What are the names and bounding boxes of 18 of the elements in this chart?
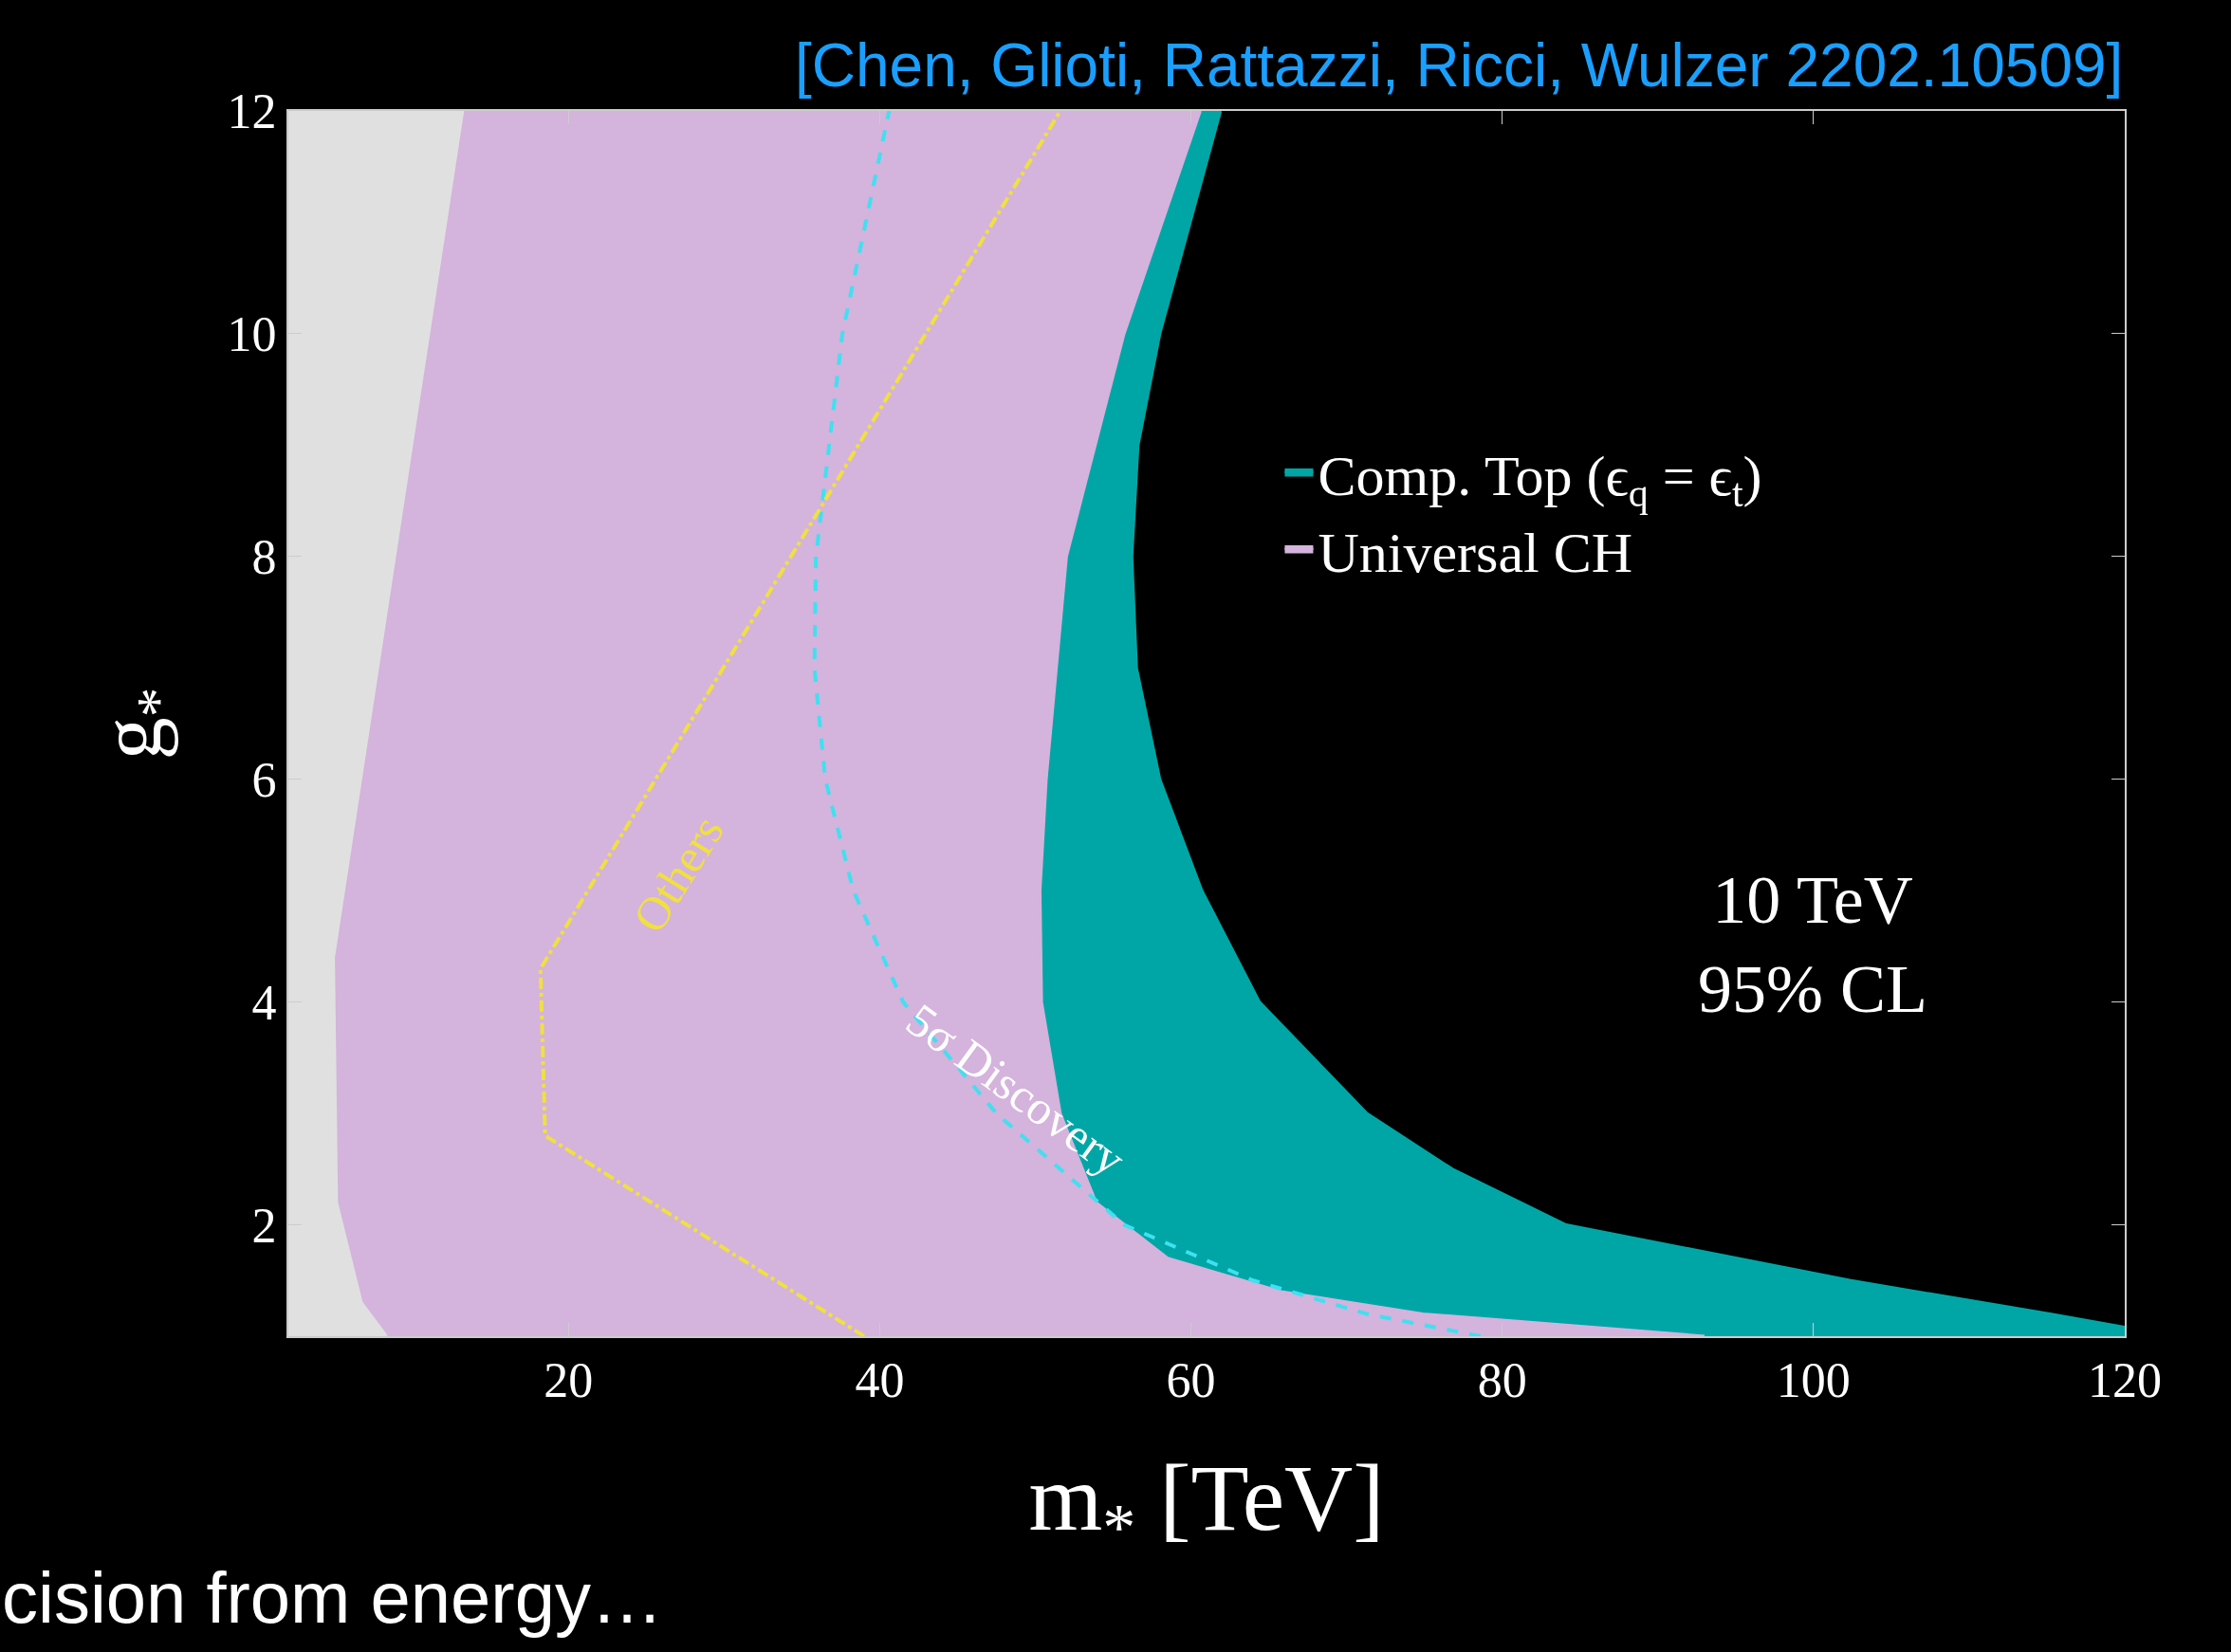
y-tick-label: 2 bbox=[251, 1198, 277, 1253]
x-axis-title: m$_{*}$ [TeV] bbox=[1028, 1445, 1385, 1565]
legend-label: Universal CH bbox=[1318, 521, 1633, 584]
x-tick-label: 40 bbox=[855, 1353, 905, 1408]
y-tick-label: 6 bbox=[251, 752, 277, 807]
x-tick-label: 100 bbox=[1776, 1353, 1851, 1408]
y-tick-label: 4 bbox=[251, 975, 277, 1030]
y-tick-label: 10 bbox=[227, 307, 277, 362]
x-tick-label: 20 bbox=[544, 1353, 594, 1408]
text: cision from energy… bbox=[2, 1557, 663, 1638]
x-tick-label: 120 bbox=[2088, 1353, 2162, 1408]
x-tick-label: 80 bbox=[1477, 1353, 1527, 1408]
annotation: 10 TeV 95% CL bbox=[1698, 862, 1927, 1027]
y-tick-label: 8 bbox=[251, 530, 277, 585]
x-tick-label: 60 bbox=[1166, 1353, 1216, 1408]
y-tick-label: 12 bbox=[227, 84, 277, 139]
legend-label: Comp. Top (ϵ$_{q}$ = ϵ$_{t}$) bbox=[1318, 444, 1762, 516]
text: [Chen, Glioti, Rattazzi, Ricci, Wulzer 2202.10509] bbox=[795, 31, 2124, 100]
